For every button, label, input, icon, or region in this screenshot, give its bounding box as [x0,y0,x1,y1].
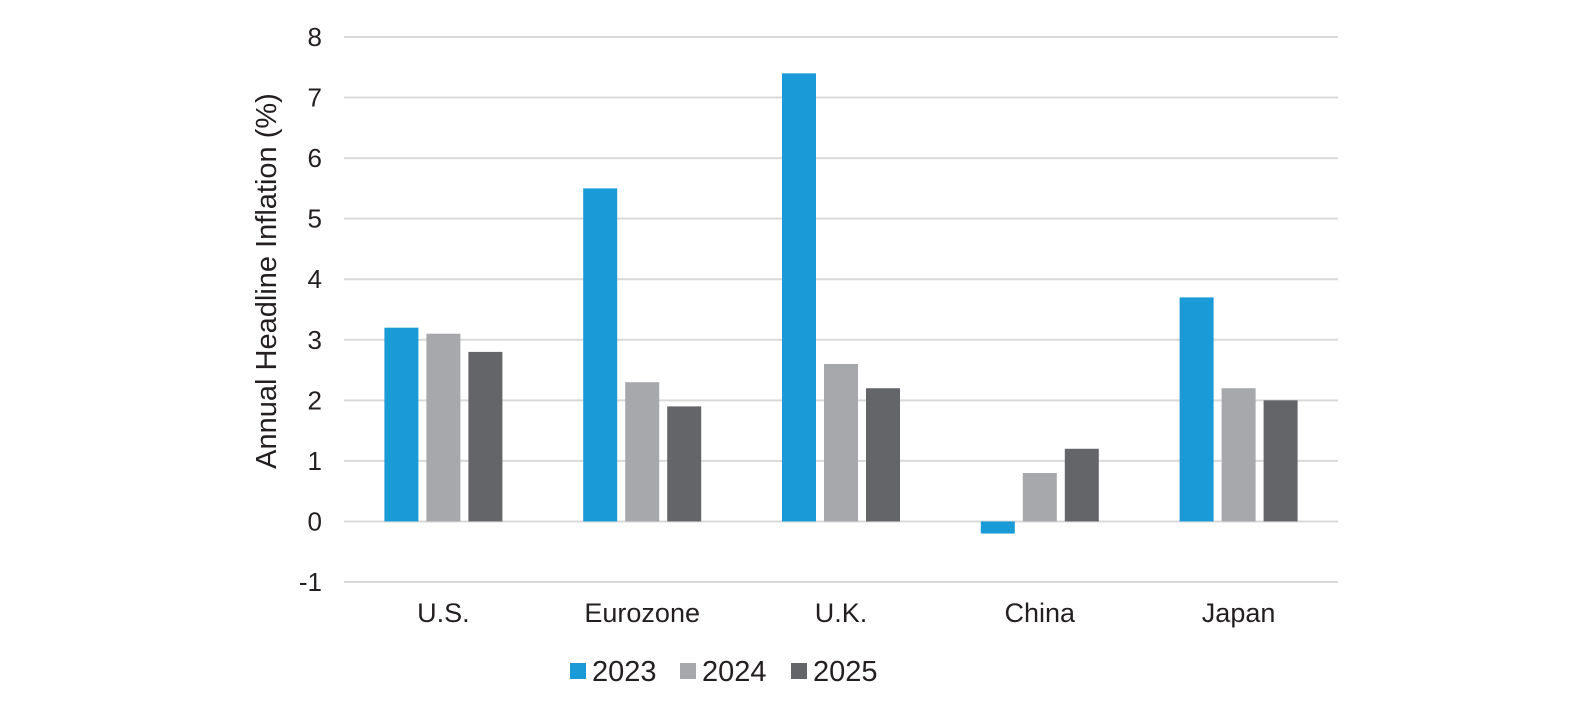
legend-label-2023: 2023 [592,656,657,688]
legend-swatch-2025 [791,663,807,679]
y-tick-label: 1 [308,446,322,476]
legend-label-2024: 2024 [702,656,767,688]
legend-swatch-2024 [680,663,696,679]
bar-2023-us [384,327,419,522]
x-tick-label: U.S. [417,598,470,628]
x-tick-label: China [1005,598,1077,628]
x-axis-labels: U.S. Eurozone U.K. China Japan [417,598,1275,628]
y-tick-label: 5 [308,204,322,234]
y-tick-label: 6 [308,143,322,173]
legend: 2023 2024 2025 [570,656,878,688]
legend-label-2025: 2025 [813,656,878,688]
y-tick-label: 3 [308,325,322,355]
y-tick-label: -1 [299,567,322,597]
bar-2024-japan [1221,388,1256,522]
y-tick-label: 0 [308,506,322,536]
y-tick-label: 7 [308,83,322,113]
bar-2025-japan [1263,400,1298,522]
y-tick-label: 2 [308,385,322,415]
bar-2023-uk [782,73,816,522]
bar-2023-china [980,521,1015,534]
x-tick-label: U.K. [815,598,868,628]
x-tick-label: Eurozone [584,598,700,628]
bar-2024-china [1022,473,1057,522]
bar-2024-eurozone [625,382,660,522]
y-tick-label: 8 [308,22,322,52]
bar-2024-us [426,333,461,522]
y-axis-title: Annual Headline Inflation (%) [251,93,283,469]
bar-2025-us [468,351,503,522]
y-tick-label: 4 [308,264,322,294]
x-tick-label: Japan [1202,598,1276,628]
bars [384,73,1298,534]
legend-swatch-2023 [570,663,586,679]
bar-2023-japan [1179,297,1214,522]
bar-2024-uk [824,364,858,522]
bar-2025-uk [866,388,900,522]
bar-2025-eurozone [667,406,702,522]
bar-2023-eurozone [583,188,618,522]
y-axis-ticks: 8 7 6 5 4 3 2 1 0 -1 [299,22,322,597]
bar-2025-china [1064,448,1099,522]
